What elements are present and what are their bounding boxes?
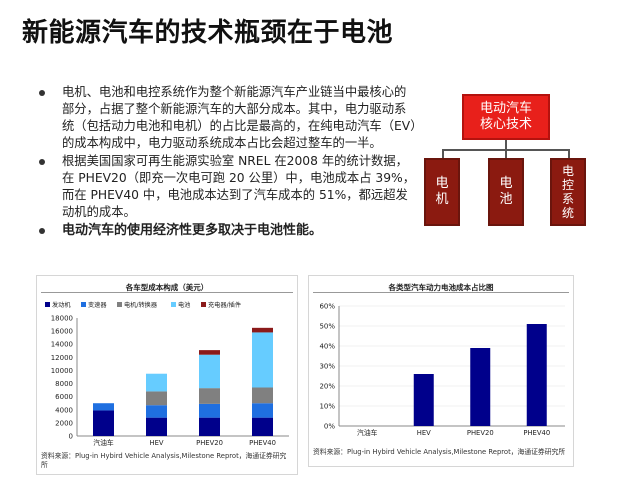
x-tick-label: 汽油车 xyxy=(357,428,378,437)
divider xyxy=(41,292,293,293)
bar-segment xyxy=(199,354,220,389)
bar-segment xyxy=(199,403,220,418)
diagram-box-battery: 电 池 xyxy=(488,158,524,226)
bar-segment xyxy=(146,417,167,436)
core-tech-diagram: 电动汽车 核心技术 电 机 电 池 电 控 系 统 xyxy=(418,88,618,238)
y-tick-label: 14000 xyxy=(51,341,73,349)
y-tick-label: 50% xyxy=(319,323,335,331)
divider xyxy=(313,292,569,293)
x-tick-label: PHEV20 xyxy=(196,439,223,447)
bar-segment xyxy=(199,388,220,404)
bar-segment xyxy=(199,417,220,436)
bullet-list: 电机、电池和电控系统作为整个新能源汽车产业链当中最核心的部分，占据了整个新能源汽… xyxy=(36,84,418,240)
y-tick-label: 4000 xyxy=(55,406,73,414)
y-tick-label: 60% xyxy=(319,303,335,311)
y-tick-label: 0 xyxy=(69,433,73,441)
cost-structure-chart: 各车型成本构成（美元） 发动机 变速器 电机/转换器 电池 充电器/插件 0 2000 400… xyxy=(36,275,298,475)
bar-segment xyxy=(93,410,114,436)
bullet-item: 根据美国国家可再生能源实验室 NREL 在2008 年的统计数据，在 PHEV2… xyxy=(36,153,418,221)
cost-structure-plot: 发动机 变速器 电机/转换器 电池 充电器/插件 0 2000 4000 6000 8000 100… xyxy=(45,301,289,447)
bullet-dot-icon xyxy=(39,228,45,234)
diagram-root-box: 电动汽车 核心技术 xyxy=(462,94,550,140)
diagram-connector xyxy=(505,140,507,150)
y-tick-label: 16000 xyxy=(51,328,73,336)
y-tick-label: 30% xyxy=(319,363,335,371)
bullet-item-emphasis: 电动汽车的使用经济性更多取决于电池性能。 xyxy=(36,222,418,239)
legend-swatch xyxy=(81,302,86,307)
y-tick-label: 10000 xyxy=(51,367,73,375)
bar xyxy=(526,324,547,426)
y-tick-label: 20% xyxy=(319,383,335,391)
legend-label: 变速器 xyxy=(88,301,107,309)
diagram-box-motor: 电 机 xyxy=(424,158,460,226)
bullet-dot-icon xyxy=(39,90,45,96)
legend-label: 充电器/插件 xyxy=(208,301,241,309)
legend-swatch xyxy=(171,302,176,307)
bar-segment xyxy=(252,417,273,436)
y-tick-label: 2000 xyxy=(55,419,73,427)
bar-segment xyxy=(252,403,273,418)
x-tick-label: 汽油车 xyxy=(93,438,114,447)
y-tick-label: 18000 xyxy=(51,315,73,323)
bullet-item: 电机、电池和电控系统作为整个新能源汽车产业链当中最核心的部分，占据了整个新能源汽… xyxy=(36,84,418,152)
legend-swatch xyxy=(117,302,122,307)
bar-segment xyxy=(146,391,167,406)
legend-label: 发动机 xyxy=(52,301,71,309)
bar-segment xyxy=(146,373,167,392)
diagram-box-control: 电 控 系 统 xyxy=(550,158,586,226)
chart-source: 资料来源：Plug-in Hybird Vehicle Analysis,Mil… xyxy=(313,448,566,456)
chart-title: 各类型汽车动力电池成本占比图 xyxy=(388,283,494,292)
x-tick-label: HEV xyxy=(149,439,163,447)
bar xyxy=(470,348,491,426)
x-tick-label: PHEV20 xyxy=(467,429,494,437)
bar-segment xyxy=(252,332,273,388)
x-tick-label: PHEV40 xyxy=(523,429,550,437)
bullet-text: 电机、电池和电控系统作为整个新能源汽车产业链当中最核心的部分，占据了整个新能源汽… xyxy=(62,85,417,150)
battery-share-chart: 各类型汽车动力电池成本占比图 0% 10% 20% 30% 40% 50% 60% 汽油车 HE… xyxy=(308,275,574,467)
y-tick-label: 12000 xyxy=(51,354,73,362)
bar-segment xyxy=(146,405,167,418)
chart-title: 各车型成本构成（美元） xyxy=(125,283,209,292)
y-tick-label: 8000 xyxy=(55,380,73,388)
bullet-text: 电动汽车的使用经济性更多取决于电池性能。 xyxy=(62,223,323,238)
bullet-text: 根据美国国家可再生能源实验室 NREL 在2008 年的统计数据，在 PHEV2… xyxy=(62,154,416,219)
y-tick-label: 0% xyxy=(324,423,335,431)
y-tick-label: 6000 xyxy=(55,393,73,401)
bar-segment xyxy=(93,403,114,411)
battery-share-plot: 0% 10% 20% 30% 40% 50% 60% 汽油车 HEV PHEV20 PHEV40 xyxy=(319,303,565,437)
y-tick-label: 40% xyxy=(319,343,335,351)
bar-segment xyxy=(252,387,273,404)
x-tick-label: HEV xyxy=(417,429,431,437)
bar-segment xyxy=(199,350,220,355)
bar xyxy=(413,374,434,426)
diagram-connector xyxy=(505,149,507,159)
bar-segment xyxy=(252,327,273,333)
legend-swatch xyxy=(201,302,206,307)
y-tick-label: 10% xyxy=(319,403,335,411)
legend-label: 电池 xyxy=(178,301,190,309)
legend-label: 电机/转换器 xyxy=(124,301,158,309)
x-tick-label: PHEV40 xyxy=(249,439,276,447)
bullet-dot-icon xyxy=(39,159,45,165)
diagram-connector xyxy=(568,149,570,159)
legend-swatch xyxy=(45,302,50,307)
slide-title: 新能源汽车的技术瓶颈在于电池 xyxy=(22,18,394,48)
chart-source: 资料来源：Plug-in Hybird Vehicle Analysis,Mil… xyxy=(41,452,287,469)
diagram-connector xyxy=(442,149,444,159)
